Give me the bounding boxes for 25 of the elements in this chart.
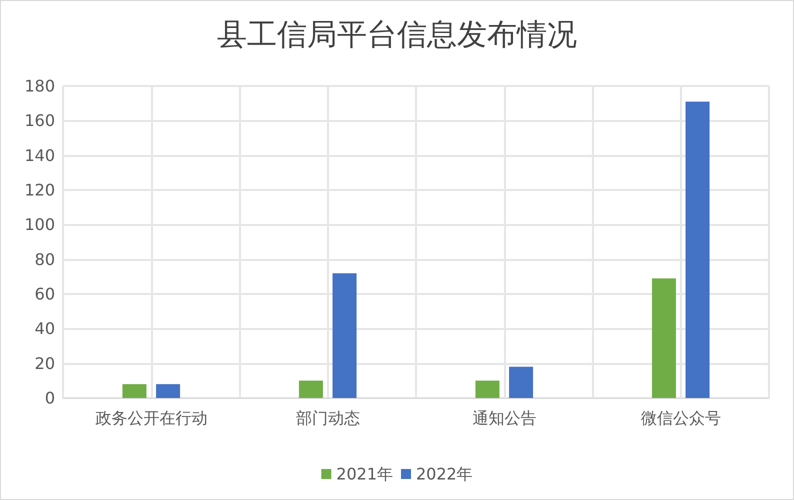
- legend-label: 2021年: [336, 464, 393, 484]
- y-tick-label: 120: [24, 180, 55, 200]
- x-tick-label: 政务公开在行动: [95, 408, 208, 428]
- bar: [686, 102, 710, 398]
- legend-label: 2022年: [416, 464, 473, 484]
- bar: [332, 273, 357, 398]
- chart-title: 县工信局平台信息发布情况: [217, 18, 577, 52]
- y-tick-label: 140: [24, 146, 55, 165]
- y-tick-label: 80: [34, 250, 55, 269]
- bar: [475, 380, 500, 398]
- bar: [509, 366, 534, 398]
- bar: [298, 380, 323, 398]
- y-tick-label: 100: [24, 215, 55, 234]
- y-tick-label: 40: [34, 319, 55, 338]
- x-tick-label: 部门动态: [296, 408, 360, 428]
- x-tick-label: 微信公众号: [640, 408, 721, 428]
- y-tick-label: 20: [34, 354, 55, 373]
- bar: [122, 384, 146, 398]
- y-tick-label: 60: [34, 284, 55, 304]
- y-tick-label: 160: [24, 111, 55, 130]
- bar: [652, 278, 676, 398]
- y-tick-label: 0: [44, 388, 55, 408]
- y-tick-label: 180: [24, 76, 55, 96]
- bar: [156, 384, 180, 398]
- x-tick-label: 通知公告: [472, 408, 536, 428]
